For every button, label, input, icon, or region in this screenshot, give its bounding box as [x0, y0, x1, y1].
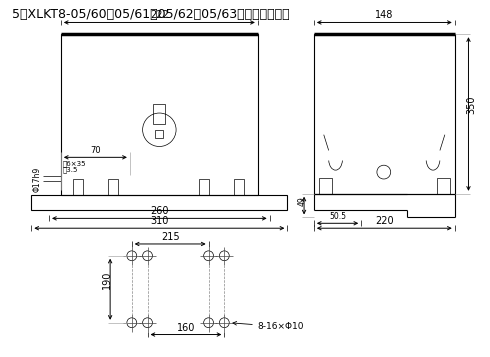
Text: 槽6×35: 槽6×35	[63, 161, 86, 167]
Text: 310: 310	[150, 216, 169, 226]
Text: 深3.5: 深3.5	[63, 166, 78, 173]
Text: 350: 350	[466, 96, 476, 114]
Text: 49: 49	[297, 196, 307, 206]
Text: Φ17h9: Φ17h9	[32, 166, 41, 192]
Bar	[314, 34, 455, 194]
Bar	[155, 130, 163, 138]
Text: 148: 148	[375, 10, 393, 20]
Text: 260: 260	[150, 206, 169, 216]
Text: 220: 220	[375, 216, 393, 226]
Text: 222: 222	[150, 10, 169, 20]
Bar	[199, 179, 209, 195]
Bar	[73, 179, 83, 195]
Text: 50.5: 50.5	[329, 212, 346, 221]
Text: 190: 190	[102, 271, 112, 289]
Text: 70: 70	[90, 146, 100, 155]
Bar	[319, 178, 332, 194]
Text: 8-16×Φ10: 8-16×Φ10	[233, 321, 304, 331]
Bar	[153, 104, 165, 124]
Bar	[31, 195, 287, 210]
Text: 5、XLKT8-05/60、05/61、05/62、05/63外形及安装尺寸: 5、XLKT8-05/60、05/61、05/62、05/63外形及安装尺寸	[12, 8, 289, 21]
Text: 215: 215	[161, 232, 179, 242]
Bar	[108, 179, 118, 195]
Bar	[234, 179, 244, 195]
Text: 160: 160	[177, 323, 195, 333]
Bar	[61, 34, 258, 195]
Bar	[437, 178, 450, 194]
